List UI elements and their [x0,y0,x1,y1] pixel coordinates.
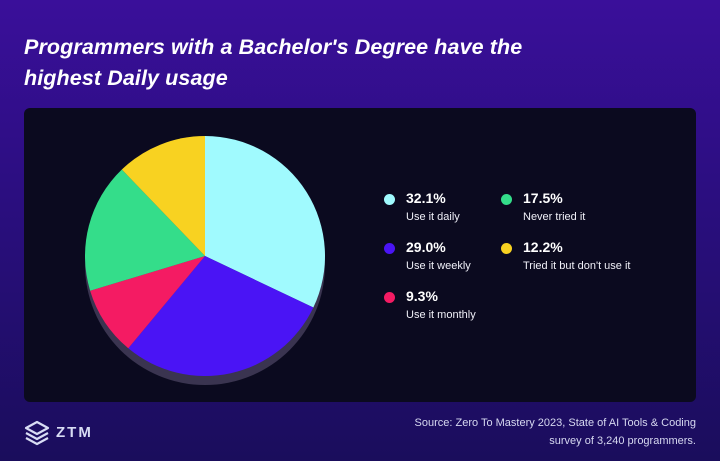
pie-slice-use-it-weekly [128,256,314,377]
source-line-1: Source: Zero To Mastery 2023, State of A… [414,417,696,429]
legend-label-weekly: Use it weekly [406,260,471,272]
pie-slice-use-it-monthly [90,256,205,349]
chart-panel: 32.1% Use it daily 17.5% Never tried it … [24,108,696,402]
pie-slice-tried-it-but-don-t-use-it [121,136,205,256]
legend-label-daily: Use it daily [406,211,460,223]
legend-label-tried: Tried it but don't use it [523,260,631,272]
legend-swatch-tried [501,243,512,254]
legend-value-tried: 12.2% [523,239,563,255]
legend-value-never: 17.5% [523,190,563,206]
source-line-2: survey of 3,240 programmers. [549,435,696,447]
ztm-logo: ZTM [24,420,91,446]
legend-value-monthly: 9.3% [406,288,438,304]
ztm-logo-icon [24,420,50,446]
legend: 32.1% Use it daily 17.5% Never tried it … [24,108,696,402]
legend-value-daily: 32.1% [406,190,446,206]
ztm-logo-text: ZTM [56,424,93,441]
pie-chart [85,136,325,385]
legend-swatch-monthly [384,292,395,303]
legend-swatch-never [501,194,512,205]
legend-swatch-daily [384,194,395,205]
legend-label-monthly: Use it monthly [406,309,476,321]
legend-value-weekly: 29.0% [406,239,446,255]
legend-swatch-weekly [384,243,395,254]
chart-title: Programmers with a Bachelor's Degree hav… [24,35,523,90]
pie-slice-use-it-daily [205,136,325,308]
legend-label-never: Never tried it [523,211,586,223]
source-note: Source: Zero To Mastery 2023, State of A… [376,414,696,450]
pie-slice-never-tried-it [85,169,205,291]
